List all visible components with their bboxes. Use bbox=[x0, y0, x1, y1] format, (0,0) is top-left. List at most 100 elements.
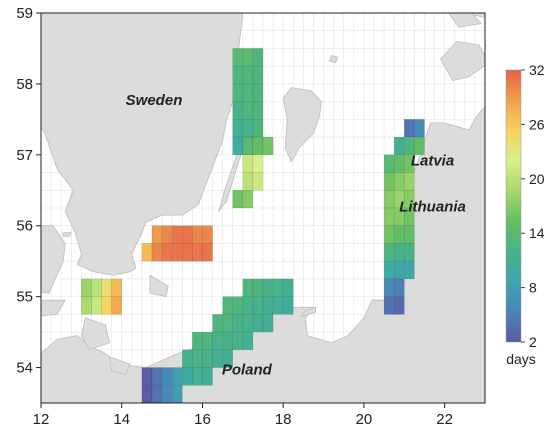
cell-polish-coast bbox=[262, 296, 274, 315]
cell-oland-east bbox=[242, 172, 254, 191]
cell-baltic-states-coast bbox=[383, 154, 395, 173]
cell-polish-coast bbox=[232, 296, 244, 315]
hel-peninsula bbox=[300, 306, 316, 318]
cell-south-sweden-shelf bbox=[192, 225, 203, 244]
cell-polish-coast bbox=[262, 314, 274, 333]
cell-swedish-east-coast-north bbox=[232, 136, 244, 156]
cell-swedish-east-coast-north bbox=[242, 83, 254, 102]
place-label-lithuania: Lithuania bbox=[399, 199, 466, 216]
cell-polish-coast bbox=[222, 296, 233, 315]
cell-skane-south bbox=[91, 278, 102, 297]
cell-baltic-states-coast bbox=[393, 296, 405, 315]
cell-skane-south bbox=[81, 296, 92, 315]
cell-polish-coast bbox=[242, 278, 254, 297]
cell-south-sweden-shelf bbox=[192, 243, 203, 262]
cell-swedish-east-coast-north bbox=[232, 119, 244, 138]
cell-baltic-states-coast bbox=[383, 296, 395, 315]
cell-skane-south bbox=[81, 278, 92, 297]
cell-baltic-states-coast bbox=[393, 154, 405, 173]
y-tick-label: 57 bbox=[16, 147, 33, 164]
cell-south-sweden-shelf bbox=[151, 243, 163, 262]
saaremaa-island bbox=[440, 40, 485, 81]
cell-polish-coast bbox=[182, 367, 193, 386]
cell-swedish-east-coast-north bbox=[252, 48, 264, 67]
gotska-sandon-island bbox=[329, 55, 339, 64]
cell-baltic-states-coast bbox=[404, 243, 415, 262]
cell-swedish-east-coast-north bbox=[242, 48, 254, 67]
cell-polish-coast bbox=[272, 278, 284, 297]
cell-oland-east bbox=[242, 190, 254, 209]
cell-polish-coast bbox=[242, 331, 254, 351]
cell-polish-coast bbox=[161, 385, 173, 403]
cell-oland-east bbox=[252, 154, 264, 173]
cell-polish-coast bbox=[222, 314, 233, 333]
x-tick-label: 12 bbox=[33, 411, 50, 428]
colorbar-tick-label: 32 bbox=[529, 62, 545, 78]
colorbar: 32 26 20 14 8 2 days bbox=[505, 62, 545, 367]
cell-baltic-states-coast bbox=[393, 278, 405, 297]
usedom-island bbox=[109, 356, 131, 376]
cell-skane-south bbox=[111, 278, 122, 297]
cell-polish-coast bbox=[222, 331, 233, 351]
cell-south-sweden-shelf bbox=[161, 225, 173, 244]
cell-baltic-states-coast bbox=[393, 243, 405, 262]
cell-polish-coast bbox=[141, 385, 153, 403]
cell-polish-coast bbox=[192, 349, 203, 368]
cell-baltic-states-coast bbox=[383, 278, 395, 297]
cell-swedish-east-coast-north bbox=[242, 101, 254, 120]
place-labels: Sweden Latvia Lithuania Poland bbox=[126, 92, 466, 378]
colorbar-tick-label: 20 bbox=[529, 171, 545, 187]
place-label-sweden: Sweden bbox=[126, 92, 183, 109]
cell-oland-east bbox=[262, 136, 274, 156]
cell-baltic-states-coast bbox=[393, 172, 405, 191]
x-tick-label: 18 bbox=[275, 411, 292, 428]
colorbar-ticks: 32 26 20 14 8 2 bbox=[521, 62, 545, 350]
y-tick-label: 58 bbox=[16, 76, 33, 93]
cell-south-sweden-shelf bbox=[151, 225, 163, 244]
cell-polish-coast bbox=[232, 331, 244, 351]
cell-swedish-east-coast-north bbox=[232, 48, 244, 67]
cell-polish-coast bbox=[252, 314, 264, 333]
cell-baltic-states-coast bbox=[383, 190, 395, 209]
cell-swedish-east-coast-north bbox=[232, 83, 244, 102]
x-tick-label: 14 bbox=[113, 411, 130, 428]
cell-skane-south bbox=[101, 296, 112, 315]
y-tick-label: 59 bbox=[16, 5, 33, 22]
x-tick-label: 20 bbox=[356, 411, 373, 428]
cell-swedish-east-coast-north bbox=[252, 65, 264, 85]
ven-island bbox=[62, 232, 72, 237]
place-label-poland: Poland bbox=[222, 362, 273, 379]
cell-polish-coast bbox=[252, 296, 264, 315]
cell-polish-coast bbox=[222, 349, 233, 368]
cell-baltic-states-coast bbox=[404, 225, 415, 244]
cell-swedish-east-coast-north bbox=[252, 119, 264, 138]
rugen-island bbox=[80, 317, 111, 351]
y-tick-label: 54 bbox=[16, 360, 33, 377]
y-axis-ticks: 54 55 56 57 58 59 bbox=[16, 5, 41, 377]
colorbar-unit: days bbox=[506, 351, 536, 367]
cell-baltic-states-coast bbox=[393, 136, 405, 156]
cell-polish-coast bbox=[212, 314, 223, 333]
cell-polish-coast bbox=[182, 349, 193, 368]
colorbar-tick-label: 2 bbox=[529, 334, 537, 350]
cell-south-sweden-shelf bbox=[202, 243, 213, 262]
cell-swedish-east-coast-north bbox=[232, 65, 244, 85]
cell-oland-east bbox=[242, 136, 254, 156]
cell-baltic-states-coast bbox=[383, 225, 395, 244]
cell-baltic-states-coast bbox=[383, 260, 395, 280]
y-tick-label: 56 bbox=[16, 218, 33, 235]
cell-polish-coast bbox=[192, 367, 203, 386]
cell-polish-coast bbox=[151, 367, 163, 386]
cell-polish-coast bbox=[161, 367, 173, 386]
cell-baltic-states-coast bbox=[393, 260, 405, 280]
cell-swedish-east-coast-north bbox=[252, 101, 264, 120]
land-masses bbox=[41, 13, 485, 403]
cell-swedish-east-coast-north bbox=[252, 83, 264, 102]
cell-baltic-states-coast bbox=[383, 243, 395, 262]
cell-swedish-east-coast-north bbox=[242, 65, 254, 85]
map-frame bbox=[40, 12, 486, 404]
fishing-cells bbox=[81, 48, 425, 403]
cell-baltic-states-coast bbox=[414, 119, 425, 138]
cell-polish-coast bbox=[171, 367, 183, 386]
